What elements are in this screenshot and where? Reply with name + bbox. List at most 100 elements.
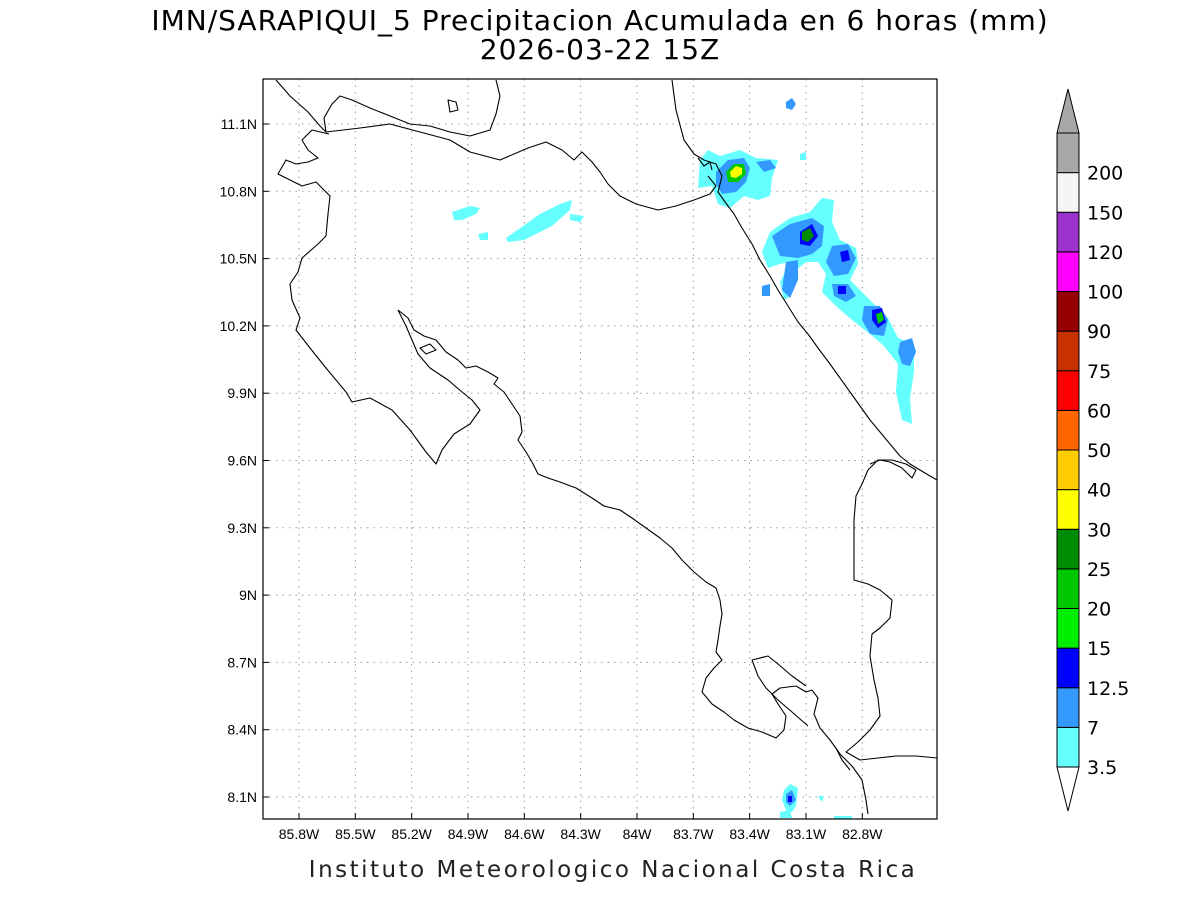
precip-area-light — [478, 232, 488, 240]
longitude-axis: 85.8W 85.5W 85.2W 84.9W 84.6W 84.3W 84W 83.7W 83… — [279, 813, 883, 842]
colorbar-level-label: 40 — [1087, 480, 1111, 502]
precip-area-heavy — [802, 228, 814, 242]
lon-tick-label: 84.6W — [504, 826, 545, 842]
lon-tick-label: 83.1W — [786, 826, 827, 842]
colorbar-swatch — [1056, 568, 1080, 609]
lat-tick-label: 10.2N — [220, 318, 257, 334]
colorbar-level-label: 90 — [1087, 321, 1111, 343]
country-border — [325, 123, 717, 211]
precip-area-light — [452, 206, 480, 220]
lon-tick-label: 85.5W — [335, 826, 376, 842]
lake-nicaragua-shore — [277, 129, 481, 465]
colorbar-level-label: 20 — [1087, 599, 1111, 621]
precip-area-moderate — [782, 260, 798, 298]
precip-area-light — [834, 816, 852, 819]
latitude-axis: 11.1N 10.8N 10.5N 10.2N 9.9N 9.6N 9.3N 9N 8.7N 8.… — [220, 116, 269, 805]
lat-tick-label: 8.4N — [227, 722, 257, 738]
coastline — [835, 747, 851, 771]
colorbar-swatch — [1056, 251, 1080, 292]
map-plot-area: 85.8W 85.5W 85.2W 84.9W 84.6W 84.3W 84W 83.7W 83… — [220, 78, 938, 842]
colorbar-level-label: 75 — [1087, 361, 1111, 383]
lat-tick-label: 9.6N — [227, 453, 257, 469]
map-background — [263, 79, 937, 819]
colorbar-arrow-high — [1056, 88, 1080, 134]
colorbar-level-label: 50 — [1087, 440, 1111, 462]
colorbar-level-label: 12.5 — [1087, 678, 1129, 700]
precipitation-field — [452, 98, 916, 819]
osa-peninsula — [751, 655, 807, 687]
caribbean-coastline — [671, 79, 938, 481]
map-frame — [262, 78, 938, 820]
island-coast — [419, 343, 437, 355]
colorbar-arrow-low — [1056, 766, 1080, 812]
colorbar-swatch — [1056, 489, 1080, 530]
map-subtitle: 2026-03-22 15Z — [480, 33, 720, 66]
lon-tick-label: 84.3W — [560, 826, 601, 842]
precip-area-strong — [838, 286, 846, 294]
lon-tick-label: 84.9W — [448, 826, 489, 842]
precip-area-heavy — [876, 312, 884, 324]
precip-area-light — [570, 214, 584, 222]
lat-tick-label: 9N — [239, 587, 257, 603]
precip-area-light — [506, 200, 572, 242]
lon-tick-label: 83.4W — [729, 826, 770, 842]
lat-tick-label: 10.8N — [220, 183, 257, 199]
colorbar-swatch — [1056, 291, 1080, 332]
lon-tick-label: 83.7W — [673, 826, 714, 842]
precip-area-light — [800, 152, 806, 160]
colorbar-swatch — [1056, 211, 1080, 253]
precip-area-moderate — [898, 338, 916, 366]
colorbar-swatch — [1056, 172, 1080, 213]
colorbar-swatch — [1056, 528, 1080, 570]
precip-area-moderate — [756, 160, 776, 172]
colorbar-swatch — [1056, 370, 1080, 411]
precip-area-intense — [730, 166, 742, 178]
lon-tick-label: 85.8W — [279, 826, 320, 842]
small-island — [447, 99, 459, 113]
colorbar-swatch — [1056, 608, 1080, 649]
colorbar-level-label: 200 — [1087, 163, 1123, 185]
coastlines-borders — [275, 79, 938, 815]
colorbar-swatch — [1056, 409, 1080, 451]
lat-tick-label: 8.7N — [227, 654, 257, 670]
colorbar-level-label: 15 — [1087, 638, 1111, 660]
precip-area-strong — [788, 796, 792, 802]
lat-tick-label: 8.1N — [227, 789, 257, 805]
lon-tick-label: 85.2W — [391, 826, 432, 842]
colorbar-swatch — [1056, 132, 1080, 174]
colorbar-swatch — [1056, 726, 1080, 768]
colorbar-swatch — [1056, 330, 1080, 372]
coastline — [275, 79, 501, 137]
colorbar-swatch — [1056, 687, 1080, 728]
precip-area-moderate — [762, 284, 770, 296]
colorbar-level-label: 150 — [1087, 202, 1123, 224]
lat-tick-label: 9.9N — [227, 385, 257, 401]
precip-area-light — [818, 796, 824, 802]
map-title: IMN/SARAPIQUI_5 Precipitacion Acumulada … — [151, 4, 1048, 37]
colorbar-level-label: 7 — [1087, 717, 1099, 739]
lat-tick-label: 9.3N — [227, 520, 257, 536]
lon-tick-label: 84W — [623, 826, 653, 842]
precip-area-strong — [840, 250, 850, 262]
precip-area-light — [780, 810, 792, 818]
colorbar-level-label: 100 — [1087, 282, 1123, 304]
precip-area-moderate — [826, 244, 856, 276]
colorbar-level-label: 3.5 — [1087, 757, 1117, 779]
colorbar-legend: 3.5 7 12.5 15 20 25 30 40 50 60 75 90 100 120 150 200 — [1056, 88, 1129, 812]
colorbar-level-label: 60 — [1087, 400, 1111, 422]
nicoya-gulf-coast — [397, 309, 869, 815]
colorbar-level-label: 120 — [1087, 242, 1123, 264]
country-border — [845, 459, 938, 761]
precip-area-moderate — [786, 98, 796, 110]
colorbar-level-label: 25 — [1087, 559, 1111, 581]
colorbar-swatch — [1056, 647, 1080, 689]
lat-tick-label: 10.5N — [220, 251, 257, 267]
colorbar-swatch — [1056, 449, 1080, 491]
colorbar-level-label: 30 — [1087, 519, 1111, 541]
lat-tick-label: 11.1N — [221, 116, 257, 132]
osa-peninsula — [751, 659, 809, 727]
footer-credit: Instituto Meteorologico Nacional Costa R… — [309, 857, 917, 883]
coastline — [697, 157, 713, 171]
lon-tick-label: 82.8W — [842, 826, 883, 842]
